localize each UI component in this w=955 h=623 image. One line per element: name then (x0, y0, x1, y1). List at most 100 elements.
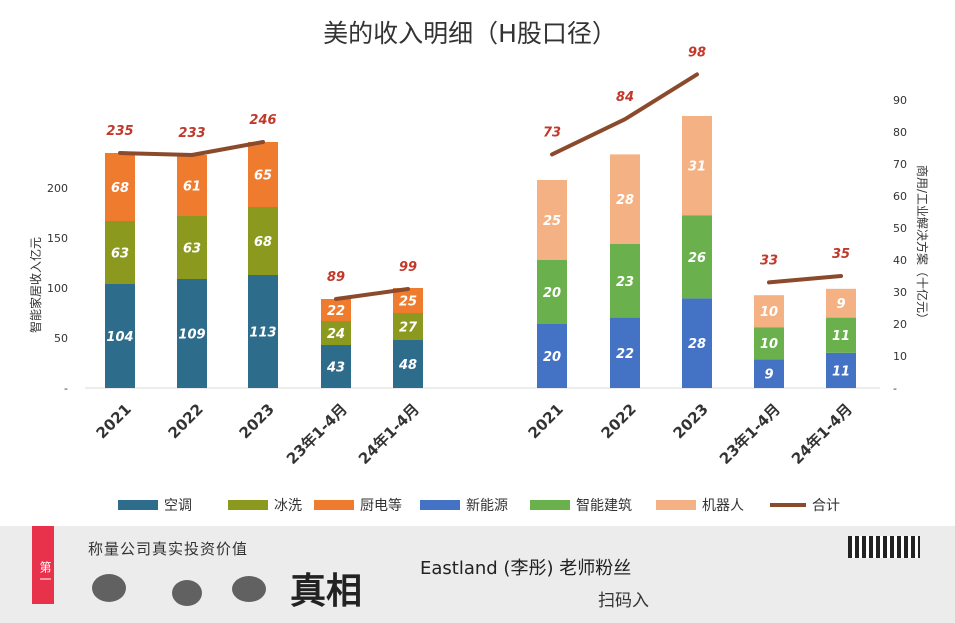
left-x-tick-label: 2021 (93, 400, 135, 442)
left-data-label: 109 (178, 328, 205, 343)
legend-swatch (228, 500, 268, 510)
banner-scan-text: 扫码入 (598, 591, 649, 611)
left-data-label: 68 (254, 235, 272, 250)
chart-title: 美的收入明细（H股口径） (323, 19, 617, 48)
left-data-label: 25 (399, 295, 417, 310)
right-y-tick-label: 70 (893, 158, 907, 171)
right-bar-segment (682, 116, 712, 216)
left-x-tick-label: 2022 (165, 400, 207, 442)
legend-label: 智能建筑 (576, 498, 632, 514)
right-bar-segment (610, 317, 640, 388)
left-data-label: 104 (106, 330, 133, 345)
left-data-label: 68 (111, 181, 129, 196)
banner-tag: 第一 (32, 526, 54, 604)
right-bar-segment (754, 359, 784, 388)
right-data-label: 31 (688, 160, 706, 175)
left-bar-segment (177, 155, 207, 216)
right-data-label: 10 (760, 337, 778, 352)
left-y-tick-label: 150 (47, 232, 68, 245)
blurred-mark (172, 580, 202, 606)
banner-author: Eastland (李彤) 老师粉丝 (420, 558, 632, 579)
legend: 空调 冰洗 厨电等 新能源 智能建筑 机器人 合计 (118, 497, 840, 514)
qr-code-icon[interactable] (848, 536, 920, 558)
left-bar-segment (248, 142, 278, 207)
right-total-label: 35 (832, 247, 850, 262)
left-bar-segment (105, 284, 135, 388)
left-x-tick-label: 23年1-4月 (283, 400, 351, 468)
right-data-label: 11 (832, 329, 850, 344)
right-data-label: 20 (543, 350, 561, 365)
right-data-label: 26 (688, 251, 706, 266)
right-y-tick-label: - (893, 382, 897, 395)
left-bar-segment (105, 221, 135, 284)
right-y-axis: - 10 20 30 40 50 60 70 80 90 (893, 94, 907, 395)
chart-area: 美的收入明细（H股口径） - 50 100 150 200 - 10 20 30 40 50 60 7… (28, 19, 930, 514)
right-y-tick-label: 90 (893, 94, 907, 107)
legend-swatch (314, 500, 354, 510)
right-bar-segment (826, 352, 856, 388)
right-y-tick-label: 40 (893, 254, 907, 267)
right-data-label: 23 (616, 275, 634, 290)
left-y-tick-label: 50 (54, 332, 68, 345)
banner-slogan: 称量公司真实投资价值 (88, 540, 249, 558)
right-total-label: 84 (616, 90, 634, 105)
legend-swatch (118, 500, 158, 510)
right-x-tick-label: 24年1-4月 (788, 400, 856, 468)
right-y-axis-label: 商用/工业解决方案（十亿元） (915, 165, 930, 325)
right-bar-segment (682, 215, 712, 299)
right-total-label: 33 (760, 253, 778, 268)
left-data-label: 63 (183, 242, 201, 257)
left-total-line (118, 140, 265, 157)
left-data-label: 48 (398, 358, 417, 373)
left-total-label: 235 (106, 124, 133, 139)
right-x-tick-label: 2021 (525, 400, 567, 442)
left-data-label: 24 (327, 327, 345, 342)
right-data-label: 28 (688, 337, 706, 352)
legend-label: 空调 (164, 498, 192, 514)
x-axis-tick-labels: 2021 2022 2023 23年1-4月 24年1-4月 2021 2022 2023 23… (93, 400, 856, 468)
right-bar-segment (537, 260, 567, 324)
legend-label: 冰洗 (274, 498, 302, 514)
left-data-label: 27 (399, 321, 418, 336)
left-x-tick-label: 24年1-4月 (355, 400, 423, 468)
left-y-tick-label: 100 (47, 282, 68, 295)
right-bar-segment (537, 324, 567, 388)
left-y-axis: - 50 100 150 200 (47, 182, 68, 395)
left-data-label: 113 (249, 326, 276, 341)
right-data-label: 20 (543, 286, 561, 301)
banner-truth: 真相 (290, 571, 363, 612)
right-x-tick-label: 2023 (670, 400, 712, 442)
legend-swatch (420, 500, 460, 510)
left-x-tick-label: 2023 (236, 400, 278, 442)
left-bar-segment (248, 207, 278, 275)
right-total-label: 98 (688, 45, 706, 60)
right-y-tick-label: 50 (893, 222, 907, 235)
right-bar-segment (754, 327, 784, 360)
right-y-tick-label: 30 (893, 286, 907, 299)
right-bar-segment (610, 154, 640, 244)
right-total-label: 73 (543, 125, 561, 140)
right-data-label: 10 (760, 305, 778, 320)
right-bar-segment (826, 288, 856, 318)
right-data-label: 22 (616, 347, 634, 362)
right-bar-segment (754, 295, 784, 328)
left-bar-segment (393, 340, 423, 388)
left-data-label: 61 (183, 180, 201, 195)
footer-banner: 第一 称量公司真实投资价值 真相 Eastland (李彤) 老师粉丝 扫码入 (0, 526, 955, 623)
left-bar-segment (177, 279, 207, 388)
left-y-axis-label: 智能家居收入亿元 (28, 237, 43, 333)
left-bar-segment (248, 275, 278, 388)
left-bar-segment (321, 299, 351, 321)
right-bar-segment (826, 317, 856, 353)
legend-swatch (656, 500, 696, 510)
legend-swatch (530, 500, 570, 510)
left-bar-segment (321, 345, 351, 388)
right-x-tick-label: 2022 (598, 400, 640, 442)
right-y-tick-label: 80 (893, 126, 907, 139)
left-y-tick-label: 200 (47, 182, 68, 195)
right-data-label: 25 (543, 214, 561, 229)
legend-label: 合计 (812, 498, 840, 514)
right-total-line (550, 72, 699, 157)
blurred-mark (232, 576, 266, 602)
right-y-tick-label: 10 (893, 350, 907, 363)
